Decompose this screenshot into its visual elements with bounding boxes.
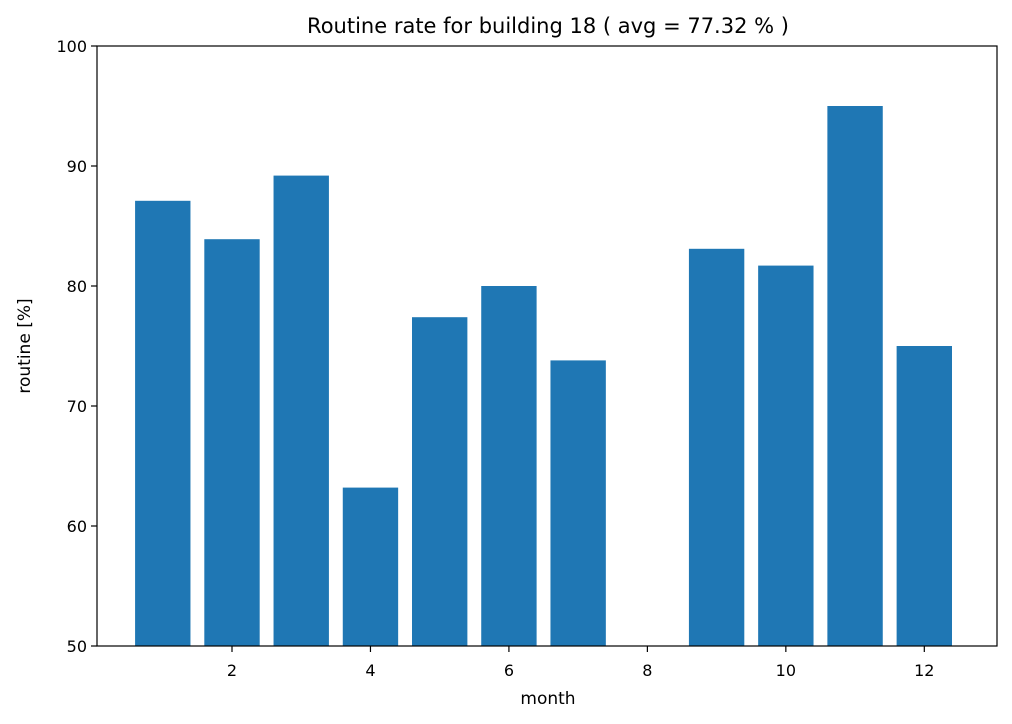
bar-month-3 <box>273 175 329 646</box>
bar-month-7 <box>550 360 606 646</box>
y-axis-label: routine [%] <box>15 298 35 393</box>
bar-month-1 <box>135 200 191 647</box>
bar-month-6 <box>481 286 537 646</box>
x-tick-label: 6 <box>504 661 514 680</box>
y-tick-label: 90 <box>67 157 87 176</box>
bar-month-11 <box>827 106 883 646</box>
x-tick-label: 2 <box>227 661 237 680</box>
bar-month-2 <box>204 239 260 646</box>
bar-month-9 <box>688 248 745 647</box>
x-tick-label: 8 <box>642 661 652 680</box>
bar-month-4 <box>342 487 399 646</box>
bar-month-12 <box>896 346 952 646</box>
y-tick-label: 60 <box>67 517 87 536</box>
y-tick-label: 100 <box>56 37 87 56</box>
x-tick-label: 4 <box>365 661 375 680</box>
x-axis-label: month <box>520 689 575 709</box>
chart-title: Routine rate for building 18 ( avg = 77.… <box>307 14 789 38</box>
bar-month-10 <box>758 265 814 646</box>
y-tick-label: 80 <box>67 277 87 296</box>
plot-frame <box>96 45 998 647</box>
x-tick-label: 10 <box>776 661 796 680</box>
x-axis: 2 4 6 8 10 12 <box>227 646 934 680</box>
y-axis: 50 60 70 80 90 100 <box>56 37 97 656</box>
y-tick-label: 70 <box>67 397 87 416</box>
x-tick-label: 12 <box>914 661 934 680</box>
bar-month-5 <box>412 317 468 646</box>
bars-group <box>135 106 952 647</box>
y-tick-label: 50 <box>67 637 87 656</box>
